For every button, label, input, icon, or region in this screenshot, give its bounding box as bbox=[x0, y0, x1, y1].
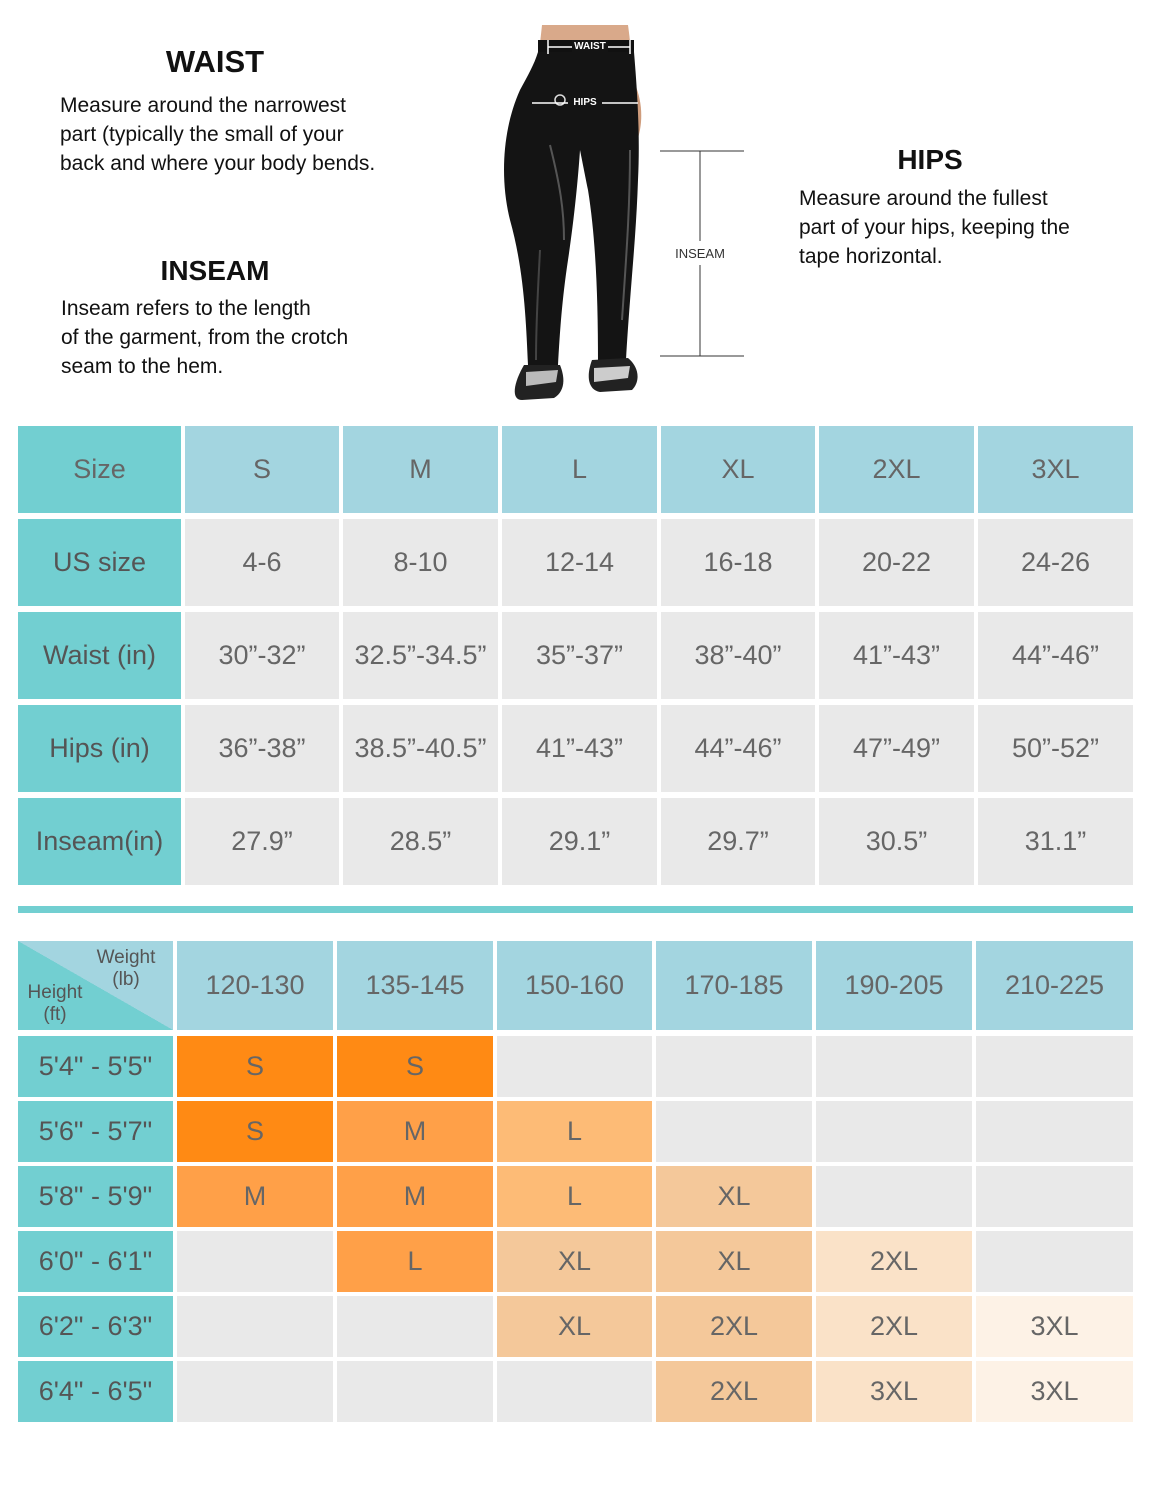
fit-size-cell: 2XL bbox=[816, 1296, 972, 1357]
fit-empty-cell bbox=[177, 1296, 333, 1357]
fit-empty-cell bbox=[497, 1036, 652, 1097]
size-header-cell: L bbox=[502, 426, 657, 513]
fit-corner-height: Height (ft) bbox=[27, 982, 83, 1025]
size-value-cell: 38.5”-40.5” bbox=[343, 705, 498, 792]
fit-empty-cell bbox=[337, 1296, 493, 1357]
size-value-cell: 28.5” bbox=[343, 798, 498, 885]
fit-empty-cell bbox=[976, 1231, 1133, 1292]
height-row-label: 6'4" - 6'5" bbox=[18, 1361, 173, 1422]
size-value-cell: 8-10 bbox=[343, 519, 498, 606]
fit-size-cell: S bbox=[177, 1101, 333, 1162]
size-value-cell: 31.1” bbox=[978, 798, 1133, 885]
size-row-label: Hips (in) bbox=[18, 705, 181, 792]
fit-empty-cell bbox=[656, 1101, 812, 1162]
waist-title: WAIST bbox=[165, 44, 265, 79]
fit-size-cell: L bbox=[497, 1166, 652, 1227]
fit-size-cell: 2XL bbox=[656, 1296, 812, 1357]
fit-empty-cell bbox=[816, 1166, 972, 1227]
fit-size-cell: M bbox=[177, 1166, 333, 1227]
size-value-cell: 35”-37” bbox=[502, 612, 657, 699]
size-header-cell: S bbox=[185, 426, 339, 513]
height-row-label: 6'2" - 6'3" bbox=[18, 1296, 173, 1357]
size-value-cell: 12-14 bbox=[502, 519, 657, 606]
size-value-cell: 27.9” bbox=[185, 798, 339, 885]
fit-empty-cell bbox=[656, 1036, 812, 1097]
weight-header-cell: 190-205 bbox=[816, 941, 972, 1030]
fit-empty-cell bbox=[816, 1101, 972, 1162]
figure-waist-label: WAIST bbox=[574, 41, 606, 52]
size-row-label: Waist (in) bbox=[18, 612, 181, 699]
size-header-label: Size bbox=[18, 426, 181, 513]
size-value-cell: 30.5” bbox=[819, 798, 974, 885]
size-header-cell: M bbox=[343, 426, 498, 513]
height-row-label: 5'8" - 5'9" bbox=[18, 1166, 173, 1227]
hips-title: HIPS bbox=[897, 144, 963, 175]
fit-empty-cell bbox=[976, 1166, 1133, 1227]
size-value-cell: 32.5”-34.5” bbox=[343, 612, 498, 699]
size-value-cell: 4-6 bbox=[185, 519, 339, 606]
size-value-cell: 16-18 bbox=[661, 519, 815, 606]
size-value-cell: 44”-46” bbox=[978, 612, 1133, 699]
size-value-cell: 50”-52” bbox=[978, 705, 1133, 792]
weight-header-cell: 170-185 bbox=[656, 941, 812, 1030]
size-header-cell: XL bbox=[661, 426, 815, 513]
figure-inseam-label: INSEAM bbox=[675, 246, 725, 261]
size-value-cell: 41”-43” bbox=[502, 705, 657, 792]
weight-header-cell: 150-160 bbox=[497, 941, 652, 1030]
fit-empty-cell bbox=[816, 1036, 972, 1097]
size-value-cell: 47”-49” bbox=[819, 705, 974, 792]
waist-description: Measure around the narrowest part (typic… bbox=[60, 94, 376, 175]
fit-size-cell: S bbox=[177, 1036, 333, 1097]
fit-size-cell: XL bbox=[497, 1231, 652, 1292]
size-value-cell: 41”-43” bbox=[819, 612, 974, 699]
size-row-label: Inseam(in) bbox=[18, 798, 181, 885]
height-row-label: 6'0" - 6'1" bbox=[18, 1231, 173, 1292]
fit-size-cell: M bbox=[337, 1101, 493, 1162]
weight-header-cell: 135-145 bbox=[337, 941, 493, 1030]
inseam-title: INSEAM bbox=[160, 255, 270, 286]
fit-size-cell: 3XL bbox=[976, 1296, 1133, 1357]
table-divider bbox=[18, 906, 1133, 913]
fit-empty-cell bbox=[976, 1036, 1133, 1097]
fit-size-cell: 2XL bbox=[656, 1361, 812, 1422]
size-header-cell: 2XL bbox=[819, 426, 974, 513]
leggings-figure: WAIST HIPS INSEAM bbox=[480, 20, 770, 410]
fit-size-cell: 3XL bbox=[976, 1361, 1133, 1422]
weight-header-cell: 210-225 bbox=[976, 941, 1133, 1030]
height-row-label: 5'6" - 5'7" bbox=[18, 1101, 173, 1162]
fit-corner-weight: Weight (lb) bbox=[96, 947, 156, 990]
fit-size-cell: L bbox=[497, 1101, 652, 1162]
fit-empty-cell bbox=[337, 1361, 493, 1422]
size-value-cell: 24-26 bbox=[978, 519, 1133, 606]
size-value-cell: 44”-46” bbox=[661, 705, 815, 792]
figure-hips-label: HIPS bbox=[573, 97, 597, 108]
fit-size-cell: XL bbox=[497, 1296, 652, 1357]
fit-size-cell: XL bbox=[656, 1231, 812, 1292]
fit-size-cell: S bbox=[337, 1036, 493, 1097]
fit-empty-cell bbox=[497, 1361, 652, 1422]
size-value-cell: 30”-32” bbox=[185, 612, 339, 699]
fit-size-cell: M bbox=[337, 1166, 493, 1227]
weight-header-cell: 120-130 bbox=[177, 941, 333, 1030]
hips-description: Measure around the fullest part of your … bbox=[799, 187, 1070, 268]
fit-empty-cell bbox=[177, 1361, 333, 1422]
size-value-cell: 29.1” bbox=[502, 798, 657, 885]
size-value-cell: 36”-38” bbox=[185, 705, 339, 792]
fit-size-cell: XL bbox=[656, 1166, 812, 1227]
fit-size-cell: L bbox=[337, 1231, 493, 1292]
fit-empty-cell bbox=[177, 1231, 333, 1292]
size-value-cell: 38”-40” bbox=[661, 612, 815, 699]
size-header-cell: 3XL bbox=[978, 426, 1133, 513]
fit-size-cell: 3XL bbox=[816, 1361, 972, 1422]
inseam-description: Inseam refers to the length of the garme… bbox=[61, 297, 349, 378]
fit-size-cell: 2XL bbox=[816, 1231, 972, 1292]
fit-empty-cell bbox=[976, 1101, 1133, 1162]
height-row-label: 5'4" - 5'5" bbox=[18, 1036, 173, 1097]
size-value-cell: 29.7” bbox=[661, 798, 815, 885]
size-row-label: US size bbox=[18, 519, 181, 606]
size-value-cell: 20-22 bbox=[819, 519, 974, 606]
fit-corner-cell bbox=[18, 941, 173, 1030]
